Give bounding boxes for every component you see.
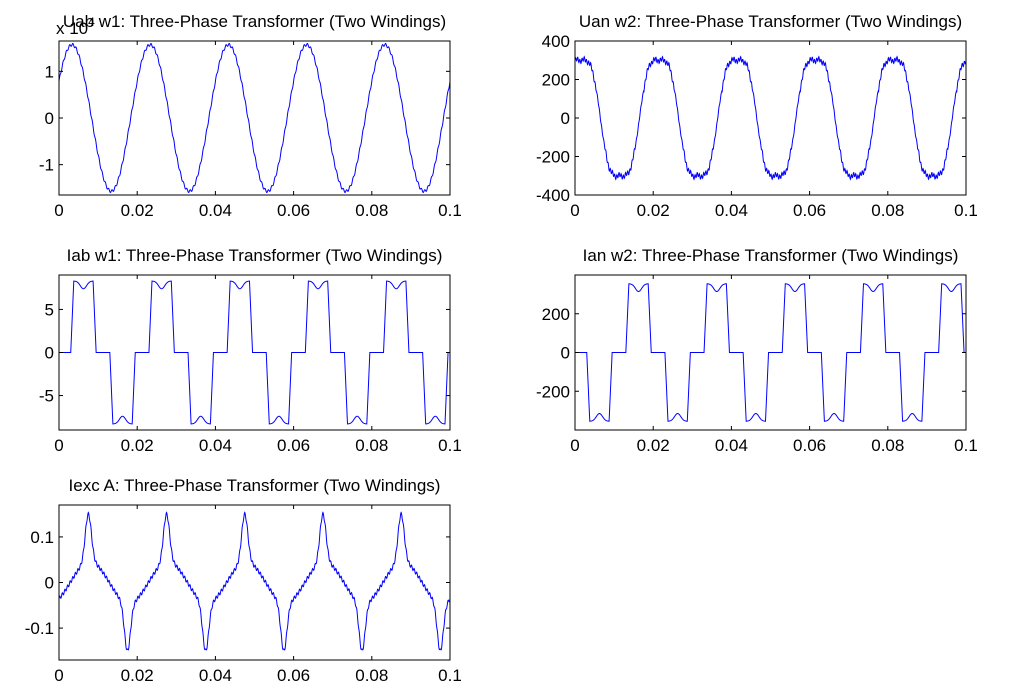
y-tick-label: 0 xyxy=(561,344,570,363)
y-tick-label: -0.1 xyxy=(25,619,54,638)
y-exponent-label: x 104 xyxy=(56,15,95,38)
x-tick-label: 0.1 xyxy=(438,436,462,455)
x-tick-label: 0.06 xyxy=(277,201,310,220)
series-line-1 xyxy=(59,511,450,651)
subplot-title: Iexc A: Three-Phase Transformer (Two Win… xyxy=(69,476,441,495)
x-tick-label: 0.08 xyxy=(355,201,388,220)
x-tick-label: 0.04 xyxy=(715,436,748,455)
x-tick-label: 0.04 xyxy=(199,201,232,220)
x-tick-label: 0.08 xyxy=(871,201,904,220)
x-tick-label: 0.06 xyxy=(793,201,826,220)
y-tick-label: -1 xyxy=(39,156,54,175)
subplot-4: 0 0.02 0.04 0.06 0.08 0.1 200 0 -200 Ian w2: Thre… xyxy=(536,246,978,455)
x-tick-label: 0.1 xyxy=(438,201,462,220)
subplot-title: Uab w1: Three-Phase Transformer (Two Win… xyxy=(63,12,446,31)
y-tick-label: -200 xyxy=(536,382,570,401)
series-line-1 xyxy=(575,283,966,422)
y-tick-label: -400 xyxy=(536,186,570,205)
series-line-1 xyxy=(59,280,450,425)
x-tick-label: 0.02 xyxy=(637,436,670,455)
x-tick-label: 0.06 xyxy=(277,666,310,685)
x-tick-label: 0.1 xyxy=(954,201,978,220)
subplot-title: Uan w2: Three-Phase Transformer (Two Win… xyxy=(579,12,962,31)
subplot-5: 0 0.02 0.04 0.06 0.08 0.1 0.1 0 -0.1 Iexc A: Thre… xyxy=(25,476,462,685)
x-tick-label: 0 xyxy=(54,666,63,685)
axes-frame xyxy=(574,40,967,196)
y-tick-label: 1 xyxy=(45,62,54,81)
x-tick-label: 0.06 xyxy=(277,436,310,455)
y-tick-label: 200 xyxy=(542,71,570,90)
series-line-1 xyxy=(59,42,450,194)
y-tick-label: 400 xyxy=(542,32,570,51)
x-tick-label: 0 xyxy=(54,436,63,455)
subplot-2: 0 0.02 0.04 0.06 0.08 0.1 400 200 0 -200 -400 Uan w… xyxy=(536,12,978,220)
x-tick-label: 0.02 xyxy=(121,436,154,455)
x-tick-label: 0.02 xyxy=(121,666,154,685)
x-tick-label: 0.02 xyxy=(637,201,670,220)
subplot-3: 0 0.02 0.04 0.06 0.08 0.1 5 0 -5 Iab w1: Three-Ph… xyxy=(39,246,462,455)
y-tick-label: 0 xyxy=(45,344,54,363)
subplot-title: Ian w2: Three-Phase Transformer (Two Win… xyxy=(583,246,959,265)
x-tick-label: 0.04 xyxy=(715,201,748,220)
x-tick-label: 0.04 xyxy=(199,666,232,685)
x-tick-label: 0.08 xyxy=(871,436,904,455)
subplot-title: Iab w1: Three-Phase Transformer (Two Win… xyxy=(67,246,443,265)
axes-frame xyxy=(58,40,451,196)
x-tick-label: 0 xyxy=(570,436,579,455)
x-tick-label: 0 xyxy=(570,201,579,220)
y-tick-label: 0 xyxy=(45,574,54,593)
y-tick-label: 200 xyxy=(542,305,570,324)
y-tick-label: -200 xyxy=(536,148,570,167)
axes-frame xyxy=(58,504,451,661)
x-tick-label: 0.04 xyxy=(199,436,232,455)
y-tick-label: 5 xyxy=(45,300,54,319)
x-tick-label: 0.02 xyxy=(121,201,154,220)
x-tick-label: 0.06 xyxy=(793,436,826,455)
y-exponent-power: 4 xyxy=(88,15,95,29)
x-tick-label: 0.08 xyxy=(355,436,388,455)
series-line-1 xyxy=(575,55,966,181)
y-tick-label: 0.1 xyxy=(30,528,54,547)
y-tick-label: -5 xyxy=(39,387,54,406)
y-tick-label: 0 xyxy=(561,109,570,128)
x-tick-label: 0.08 xyxy=(355,666,388,685)
x-tick-label: 0.1 xyxy=(954,436,978,455)
y-tick-label: 0 xyxy=(45,109,54,128)
x-tick-label: 0.1 xyxy=(438,666,462,685)
y-exponent-base: x 10 xyxy=(56,19,88,38)
x-tick-label: 0 xyxy=(54,201,63,220)
